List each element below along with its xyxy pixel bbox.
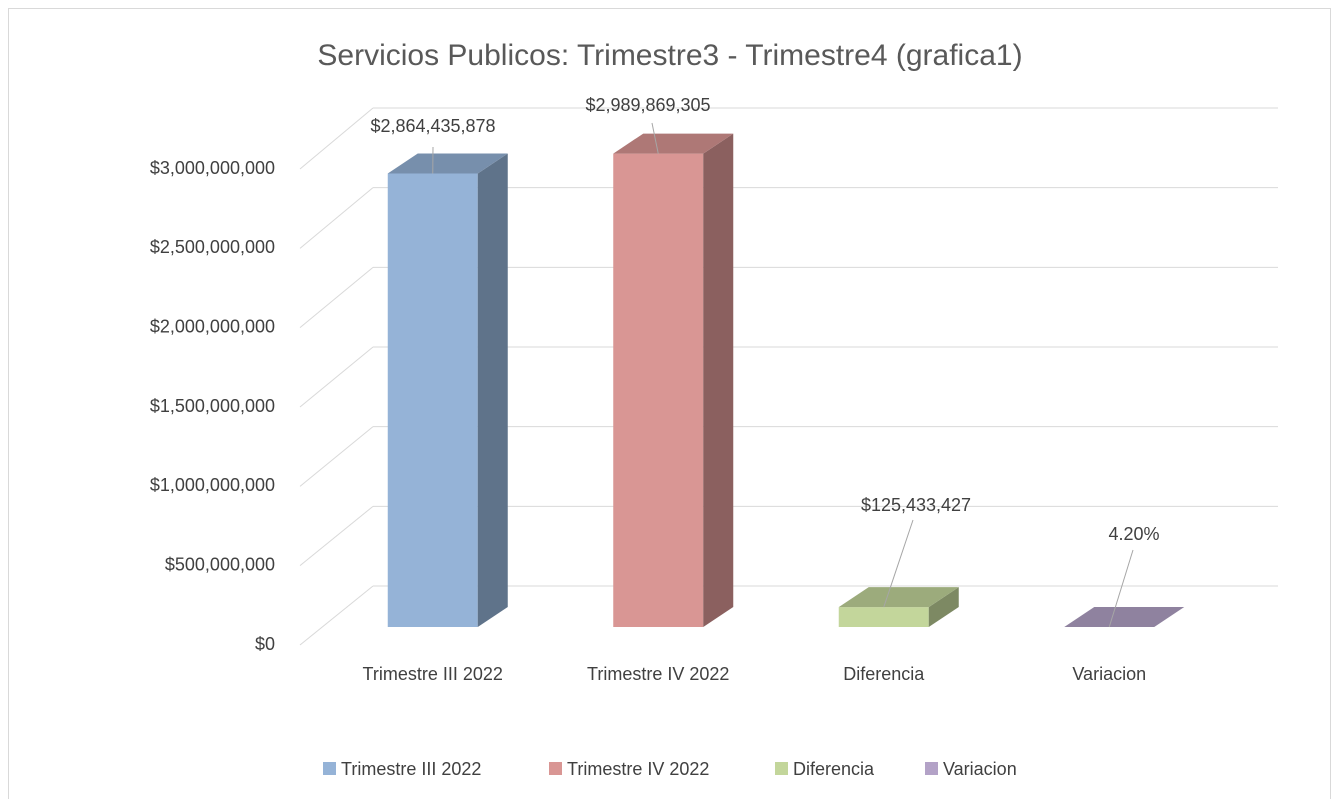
bar	[1064, 607, 1185, 627]
data-label: $2,989,869,305	[585, 95, 710, 115]
bar-top	[387, 153, 508, 174]
grid-line	[299, 187, 374, 249]
grid-line	[299, 107, 374, 170]
bar-top	[838, 587, 959, 608]
legend-swatch	[549, 762, 562, 775]
data-label: 4.20%	[1108, 524, 1159, 544]
grid-line	[299, 585, 374, 646]
bar-side	[703, 133, 734, 627]
leader-line	[883, 519, 914, 608]
legend-label: Trimestre IV 2022	[567, 759, 709, 779]
leader-line	[651, 122, 659, 154]
leader-line	[1108, 549, 1134, 628]
bar	[613, 133, 734, 627]
bar-front	[838, 607, 929, 627]
legend-label: Diferencia	[793, 759, 875, 779]
y-tick-label: $0	[255, 634, 275, 654]
legend-label: Variacion	[943, 759, 1017, 779]
y-tick-label: $1,500,000,000	[150, 396, 275, 416]
grid-line	[299, 505, 374, 567]
grid-line	[299, 266, 374, 329]
x-tick-label: Trimestre III 2022	[363, 664, 503, 684]
bar-side	[928, 587, 959, 627]
y-tick-label: $2,500,000,000	[150, 237, 275, 257]
legend-swatch	[323, 762, 336, 775]
grid-line	[299, 346, 374, 408]
y-tick-label: $500,000,000	[165, 554, 275, 574]
x-tick-label: Trimestre IV 2022	[587, 664, 729, 684]
y-tick-label: $3,000,000,000	[150, 158, 275, 178]
bar-front	[387, 173, 478, 627]
y-tick-label: $2,000,000,000	[150, 316, 275, 336]
legend-swatch	[925, 762, 938, 775]
bar-side	[477, 153, 508, 627]
x-tick-label: Diferencia	[843, 664, 925, 684]
bar-front	[613, 153, 704, 627]
y-tick-label: $1,000,000,000	[150, 475, 275, 495]
data-label: $125,433,427	[861, 495, 971, 515]
legend-label: Trimestre III 2022	[341, 759, 481, 779]
bar-top	[613, 133, 734, 154]
bar	[387, 153, 508, 627]
legend-swatch	[775, 762, 788, 775]
bar-top	[1064, 607, 1185, 627]
grid-line	[299, 426, 374, 487]
data-label: $2,864,435,878	[370, 116, 495, 136]
bar	[838, 587, 959, 627]
chart-title: Servicios Publicos: Trimestre3 - Trimest…	[317, 39, 1022, 72]
x-tick-label: Variacion	[1072, 664, 1146, 684]
